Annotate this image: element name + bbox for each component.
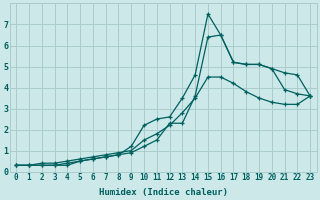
X-axis label: Humidex (Indice chaleur): Humidex (Indice chaleur)	[99, 188, 228, 197]
